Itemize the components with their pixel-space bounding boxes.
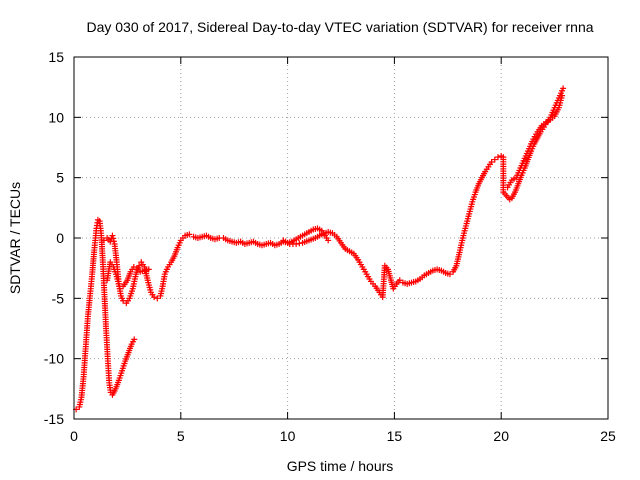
x-tick-label: 5 [177, 428, 185, 444]
data-point [116, 285, 123, 292]
y-tick-label: -15 [44, 411, 64, 427]
data-point [491, 156, 498, 163]
x-axis-label: GPS time / hours [287, 458, 394, 474]
data-point [296, 240, 303, 247]
data-point [154, 295, 161, 302]
data-point [136, 262, 143, 269]
data-point [186, 231, 193, 238]
data-point [494, 154, 501, 161]
y-tick-label: 15 [48, 49, 64, 65]
y-tick-labels: -15 -10 -5 0 5 10 15 [44, 49, 64, 427]
chart-title: Day 030 of 2017, Sidereal Day-to-day VTE… [86, 19, 593, 35]
grid [74, 57, 608, 419]
y-tick-label: 5 [56, 170, 64, 186]
data-point [151, 294, 158, 301]
data-point [293, 241, 300, 248]
x-tick-label: 15 [387, 428, 403, 444]
y-axis-label: SDTVAR / TECUs [7, 182, 23, 294]
data-point [130, 263, 137, 270]
data-point [325, 237, 332, 244]
data-point [109, 232, 116, 239]
x-tick-label: 10 [280, 428, 296, 444]
data-point [559, 92, 566, 99]
data-point [110, 235, 117, 242]
x-tick-label: 25 [600, 428, 616, 444]
x-tick-label: 0 [70, 428, 78, 444]
x-tick-label: 20 [493, 428, 509, 444]
y-tick-label: -10 [44, 351, 64, 367]
data-point [488, 158, 495, 165]
data-point [396, 277, 403, 284]
data-point [110, 238, 117, 245]
x-tick-labels: 0 5 10 15 20 25 [70, 428, 616, 444]
data-point [134, 266, 141, 273]
data-point [131, 336, 138, 343]
data-point [446, 271, 453, 278]
data-point [560, 85, 567, 92]
data-point [100, 237, 107, 244]
data-series [73, 85, 567, 413]
data-point [145, 266, 152, 273]
y-tick-label: 10 [48, 109, 64, 125]
y-tick-label: -5 [52, 290, 65, 306]
y-tick-label: 0 [56, 230, 64, 246]
plot-frame [73, 56, 609, 420]
